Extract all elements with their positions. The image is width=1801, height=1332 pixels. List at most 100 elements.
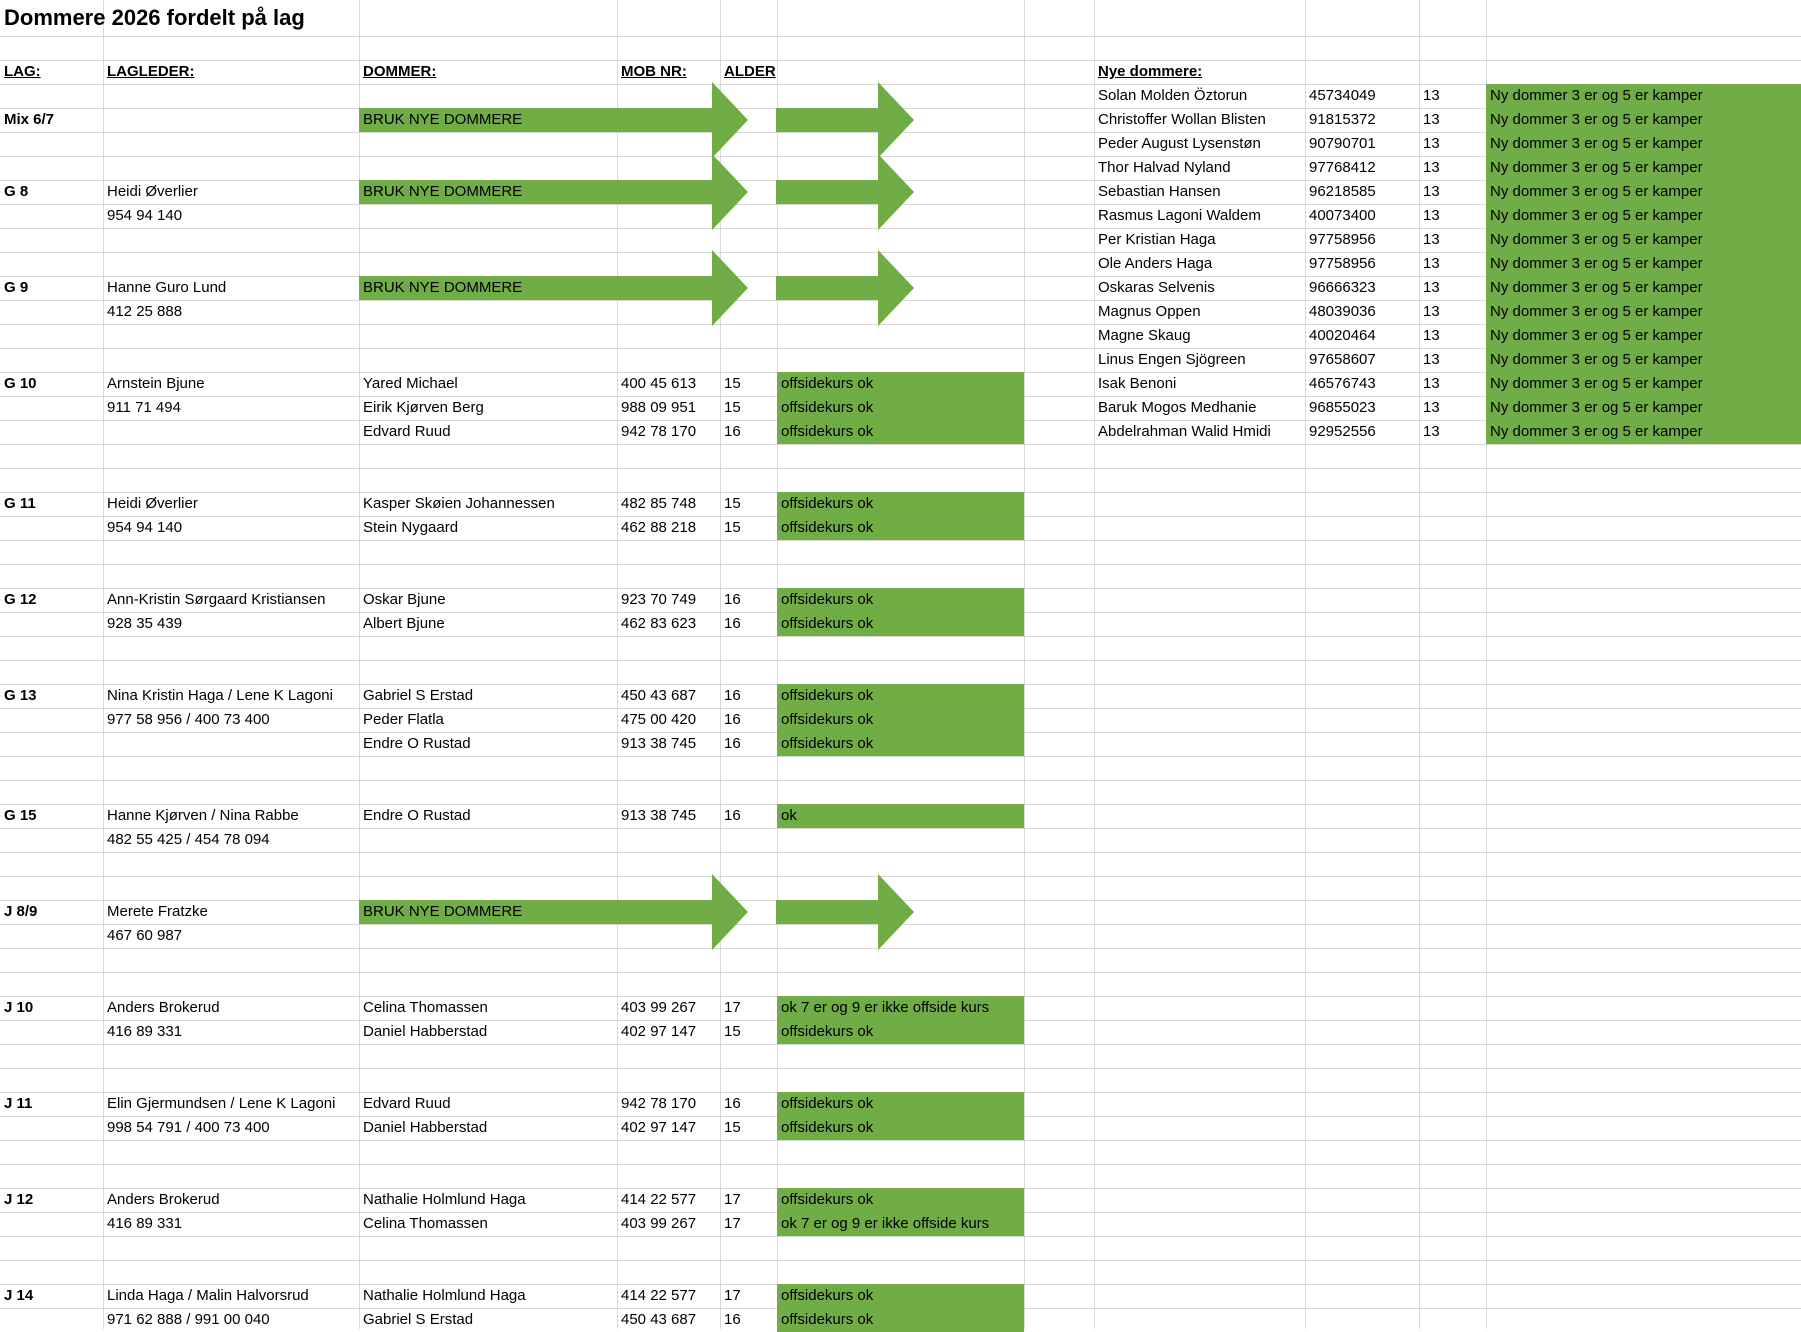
team-leader: Ann-Kristin Sørgaard Kristiansen (107, 591, 326, 608)
team-label: J 11 (4, 1095, 33, 1112)
referee-age: 16 (724, 807, 741, 824)
new-referee-name: Rasmus Lagoni Waldem (1098, 207, 1261, 224)
use-new-referees-banner: BRUK NYE DOMMERE (359, 180, 617, 204)
new-referee-age: 13 (1423, 351, 1440, 368)
team-label: G 11 (4, 495, 36, 512)
referee-name: Nathalie Holmlund Haga (363, 1191, 526, 1208)
referee-name: Celina Thomassen (363, 1215, 488, 1232)
header-lagleder: LAGLEDER: (107, 63, 195, 80)
team-leader: Hanne Kjørven / Nina Rabbe (107, 807, 299, 824)
referee-age: 16 (724, 1095, 741, 1112)
referee-age: 15 (724, 519, 741, 536)
referee-name: Gabriel S Erstad (363, 687, 474, 704)
course-status: offsidekurs ok (777, 396, 1024, 420)
team-leader: Arnstein Bjune (107, 375, 205, 392)
new-referee-age: 13 (1423, 303, 1440, 320)
team-leader: 998 54 791 / 400 73 400 (107, 1119, 270, 1136)
team-label: J 14 (4, 1287, 34, 1304)
team-leader: 911 71 494 (107, 399, 181, 416)
new-referee-age: 13 (1423, 279, 1440, 296)
referee-age: 16 (724, 735, 741, 752)
new-referee-name: Magnus Oppen (1098, 303, 1201, 320)
referee-name: Endre O Rustad (363, 807, 471, 824)
new-referee-age: 13 (1423, 375, 1440, 392)
referee-age: 17 (724, 1191, 741, 1208)
new-referee-note: Ny dommer 3 er og 5 er kamper (1486, 228, 1801, 252)
course-status: offsidekurs ok (777, 372, 1024, 396)
referee-phone: 414 22 577 (621, 1287, 697, 1304)
team-label: G 13 (4, 687, 37, 704)
referee-age: 15 (724, 1023, 741, 1040)
referee-phone: 942 78 170 (621, 423, 697, 440)
team-leader: Merete Fratzke (107, 903, 208, 920)
course-status: offsidekurs ok (777, 612, 1024, 636)
new-referee-phone: 40020464 (1309, 327, 1376, 344)
arrow-right-icon (610, 874, 748, 950)
new-referee-name: Abdelrahman Walid Hmidi (1098, 423, 1271, 440)
new-referee-age: 13 (1423, 207, 1440, 224)
course-status: offsidekurs ok (777, 1116, 1024, 1140)
new-referee-name: Solan Molden Öztorun (1098, 87, 1248, 104)
referee-age: 17 (724, 1287, 741, 1304)
referee-age: 15 (724, 375, 741, 392)
new-referee-name: Ole Anders Haga (1098, 255, 1213, 272)
sheet-title: Dommere 2026 fordelt på lag (4, 5, 305, 30)
new-referee-phone: 97758956 (1309, 255, 1376, 272)
use-new-referees-banner: BRUK NYE DOMMERE (359, 900, 617, 924)
new-referee-note: Ny dommer 3 er og 5 er kamper (1486, 132, 1801, 156)
team-label: G 8 (4, 183, 29, 200)
referee-phone: 402 97 147 (621, 1023, 697, 1040)
new-referee-age: 13 (1423, 87, 1440, 104)
referee-phone: 462 83 623 (621, 615, 697, 632)
team-leader: 416 89 331 (107, 1215, 183, 1232)
team-label: G 12 (4, 591, 37, 608)
referee-name: Daniel Habberstad (363, 1119, 488, 1136)
new-referee-note: Ny dommer 3 er og 5 er kamper (1486, 348, 1801, 372)
header-dommer: DOMMER: (363, 63, 437, 80)
course-status: ok 7 er og 9 er ikke offside kurs (777, 996, 1024, 1020)
referee-phone: 913 38 745 (621, 807, 697, 824)
referee-phone: 414 22 577 (621, 1191, 697, 1208)
new-referee-name: Isak Benoni (1098, 375, 1177, 392)
new-referee-name: Oskaras Selvenis (1098, 279, 1215, 296)
new-referee-name: Thor Halvad Nyland (1098, 159, 1231, 176)
course-status: offsidekurs ok (777, 1284, 1024, 1308)
team-leader: Linda Haga / Malin Halvorsrud (107, 1287, 309, 1304)
referee-name: Nathalie Holmlund Haga (363, 1287, 526, 1304)
team-leader: Anders Brokerud (107, 1191, 220, 1208)
team-label: G 15 (4, 807, 37, 824)
referee-name: Edvard Ruud (363, 423, 451, 440)
team-leader: Hanne Guro Lund (107, 279, 227, 296)
team-leader: Heidi Øverlier (107, 495, 198, 512)
referee-age: 17 (724, 1215, 741, 1232)
new-referee-phone: 48039036 (1309, 303, 1376, 320)
new-referee-note: Ny dommer 3 er og 5 er kamper (1486, 324, 1801, 348)
course-status: offsidekurs ok (777, 1308, 1024, 1332)
team-leader: 928 35 439 (107, 615, 183, 632)
new-referee-age: 13 (1423, 183, 1440, 200)
referee-name: Oskar Bjune (363, 591, 446, 608)
new-referee-phone: 96666323 (1309, 279, 1376, 296)
header-lag: LAG: (4, 63, 41, 80)
new-referee-note: Ny dommer 3 er og 5 er kamper (1486, 252, 1801, 276)
new-referee-note: Ny dommer 3 er og 5 er kamper (1486, 84, 1801, 108)
course-status: offsidekurs ok (777, 708, 1024, 732)
header-alder: ALDER (724, 63, 776, 80)
new-referee-phone: 92952556 (1309, 423, 1376, 440)
referee-age: 15 (724, 399, 741, 416)
team-leader: 971 62 888 / 991 00 040 (107, 1311, 270, 1328)
course-status: offsidekurs ok (777, 588, 1024, 612)
arrow-right-icon (776, 874, 914, 950)
new-referee-note: Ny dommer 3 er og 5 er kamper (1486, 276, 1801, 300)
new-referee-age: 13 (1423, 399, 1440, 416)
arrow-right-icon (610, 154, 748, 230)
referee-phone: 482 85 748 (621, 495, 697, 512)
referee-age: 16 (724, 711, 741, 728)
referee-phone: 942 78 170 (621, 1095, 697, 1112)
team-leader: 416 89 331 (107, 1023, 183, 1040)
course-status: offsidekurs ok (777, 684, 1024, 708)
referee-phone: 923 70 749 (621, 591, 697, 608)
referee-phone: 400 45 613 (621, 375, 697, 392)
arrow-right-icon (776, 250, 914, 326)
arrow-right-icon (610, 250, 748, 326)
